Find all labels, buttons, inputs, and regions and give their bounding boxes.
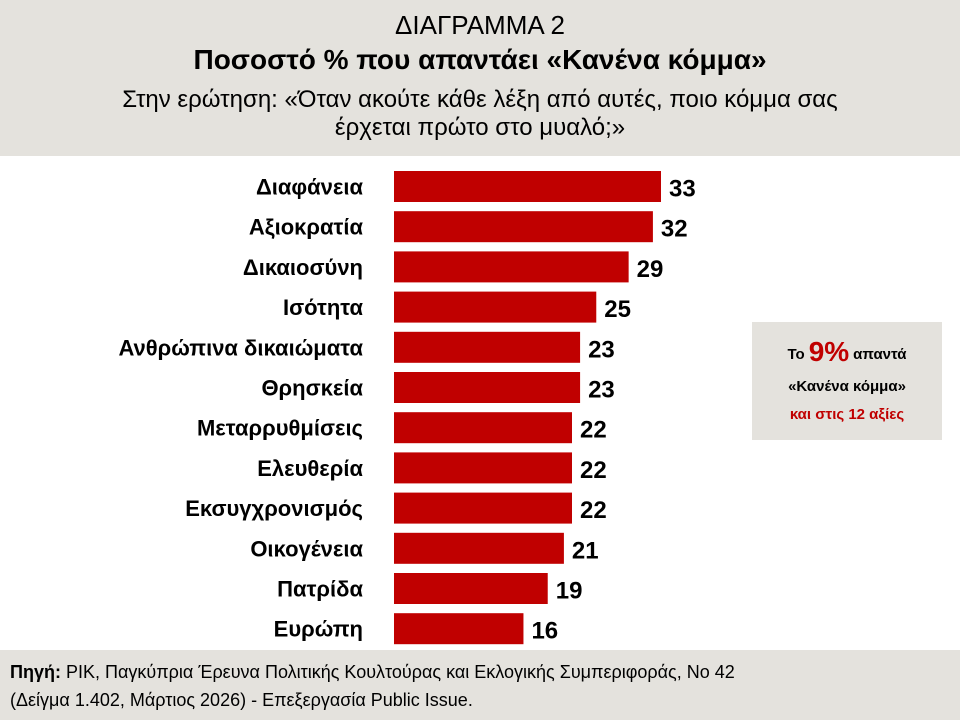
data-label: 22: [580, 417, 607, 444]
data-label: 19: [556, 578, 583, 605]
category-label: Οικογένεια: [250, 536, 363, 561]
chart-header: ΔΙΑΓΡΑΜΜΑ 2 Ποσοστό % που απαντάει «Κανέ…: [0, 0, 960, 156]
bar: [394, 573, 548, 604]
category-label: Δικαιοσύνη: [243, 255, 363, 280]
data-label: 29: [637, 256, 664, 283]
note-percent: 9%: [808, 336, 850, 367]
question-text-line-2: έρχεται πρώτο στο μυαλό;»: [334, 114, 626, 141]
note-line-3: και στις 12 αξίες: [789, 406, 905, 423]
category-label: Θρησκεία: [261, 376, 363, 401]
bar: [394, 331, 581, 363]
bar: [394, 532, 564, 564]
note-line-2: «Κανένα κόμμα»: [788, 378, 906, 395]
chart-number-title: ΔΙΑΓΡΑΜΜΑ 2: [395, 10, 565, 40]
source-line-2: (Δείγμα 1.402, Μάρτιος 2026) - Επεξεργασ…: [10, 690, 473, 710]
bar: [394, 211, 653, 243]
category-label: Πατρίδα: [277, 577, 363, 602]
data-label: 23: [588, 336, 615, 363]
question-text-line-1: Στην ερώτηση: «Όταν ακούτε κάθε λέξη από…: [122, 86, 838, 113]
note-line-1: Το 9% απαντά: [752, 336, 942, 368]
source-text: ΡΙΚ, Παγκύπρια Έρευνα Πολιτικής Κουλτούρ…: [61, 662, 735, 682]
category-label: Ισότητα: [283, 295, 363, 320]
data-label: 33: [669, 176, 696, 203]
data-label: 22: [580, 497, 607, 524]
note-suffix: απαντά: [853, 346, 907, 363]
bar: [394, 171, 661, 202]
bar: [394, 452, 572, 484]
note-box: Το 9% απαντά «Κανένα κόμμα» και στις 12 αξ…: [752, 322, 942, 440]
source-footer: Πηγή: ΡΙΚ, Παγκύπρια Έρευνα Πολιτικής Κο…: [0, 650, 960, 720]
chart-subtitle: Ποσοστό % που απαντάει «Κανένα κόμμα»: [193, 44, 767, 75]
bar: [394, 412, 572, 444]
bar: [394, 613, 524, 645]
bar: [394, 291, 597, 323]
category-label: Ευρώπη: [274, 617, 363, 642]
bar: [394, 492, 572, 524]
source-line-1: Πηγή: ΡΙΚ, Παγκύπρια Έρευνα Πολιτικής Κο…: [10, 662, 735, 683]
data-label: 25: [604, 296, 631, 323]
data-label: 16: [531, 618, 558, 645]
bar: [394, 251, 629, 283]
category-label: Ανθρώπινα δικαιώματα: [118, 335, 363, 360]
data-label: 21: [572, 537, 599, 564]
category-label: Διαφάνεια: [256, 175, 364, 200]
source-label: Πηγή:: [10, 662, 61, 682]
bar-chart: Διαφάνεια 33 Αξιοκρατία 32 Δικαιοσύνη 29 Ισότη…: [118, 164, 696, 650]
category-label: Ελευθερία: [257, 456, 363, 481]
category-label: Αξιοκρατία: [249, 215, 364, 240]
bar: [394, 372, 581, 403]
category-label: Εκσυγχρονισμός: [185, 496, 363, 521]
category-label: Μεταρρυθμίσεις: [197, 416, 363, 441]
data-label: 22: [580, 457, 607, 484]
data-label: 32: [661, 216, 688, 243]
data-label: 23: [588, 377, 615, 404]
note-prefix: Το: [787, 346, 805, 363]
